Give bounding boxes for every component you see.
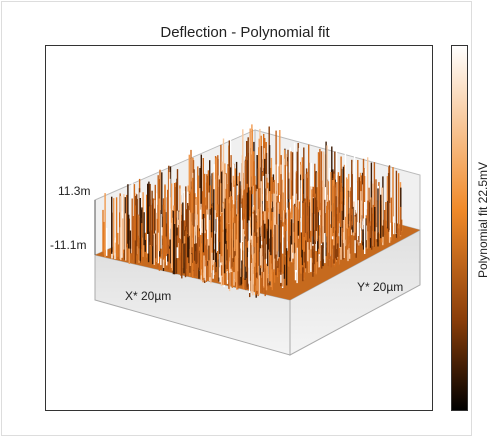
- colorbar-label: Polynomial fit 22.5mV: [476, 162, 490, 278]
- z-top-label: 11.3m: [58, 184, 90, 198]
- afm-view: Deflection - Polynomial fit 11.3m -11.1m…: [0, 0, 491, 437]
- y-axis-label: Y* 20µm: [357, 280, 403, 294]
- colorbar: [452, 46, 468, 411]
- plot-title: Deflection - Polynomial fit: [160, 24, 330, 41]
- z-bottom-label: -11.1m: [50, 238, 86, 252]
- x-axis-label: X* 20µm: [125, 289, 171, 303]
